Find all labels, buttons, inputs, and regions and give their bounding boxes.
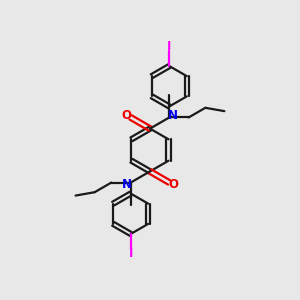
Text: I: I bbox=[167, 40, 172, 53]
Text: N: N bbox=[122, 178, 132, 190]
Text: O: O bbox=[169, 178, 179, 190]
Text: I: I bbox=[128, 247, 133, 260]
Text: N: N bbox=[168, 110, 178, 122]
Text: O: O bbox=[121, 110, 131, 122]
